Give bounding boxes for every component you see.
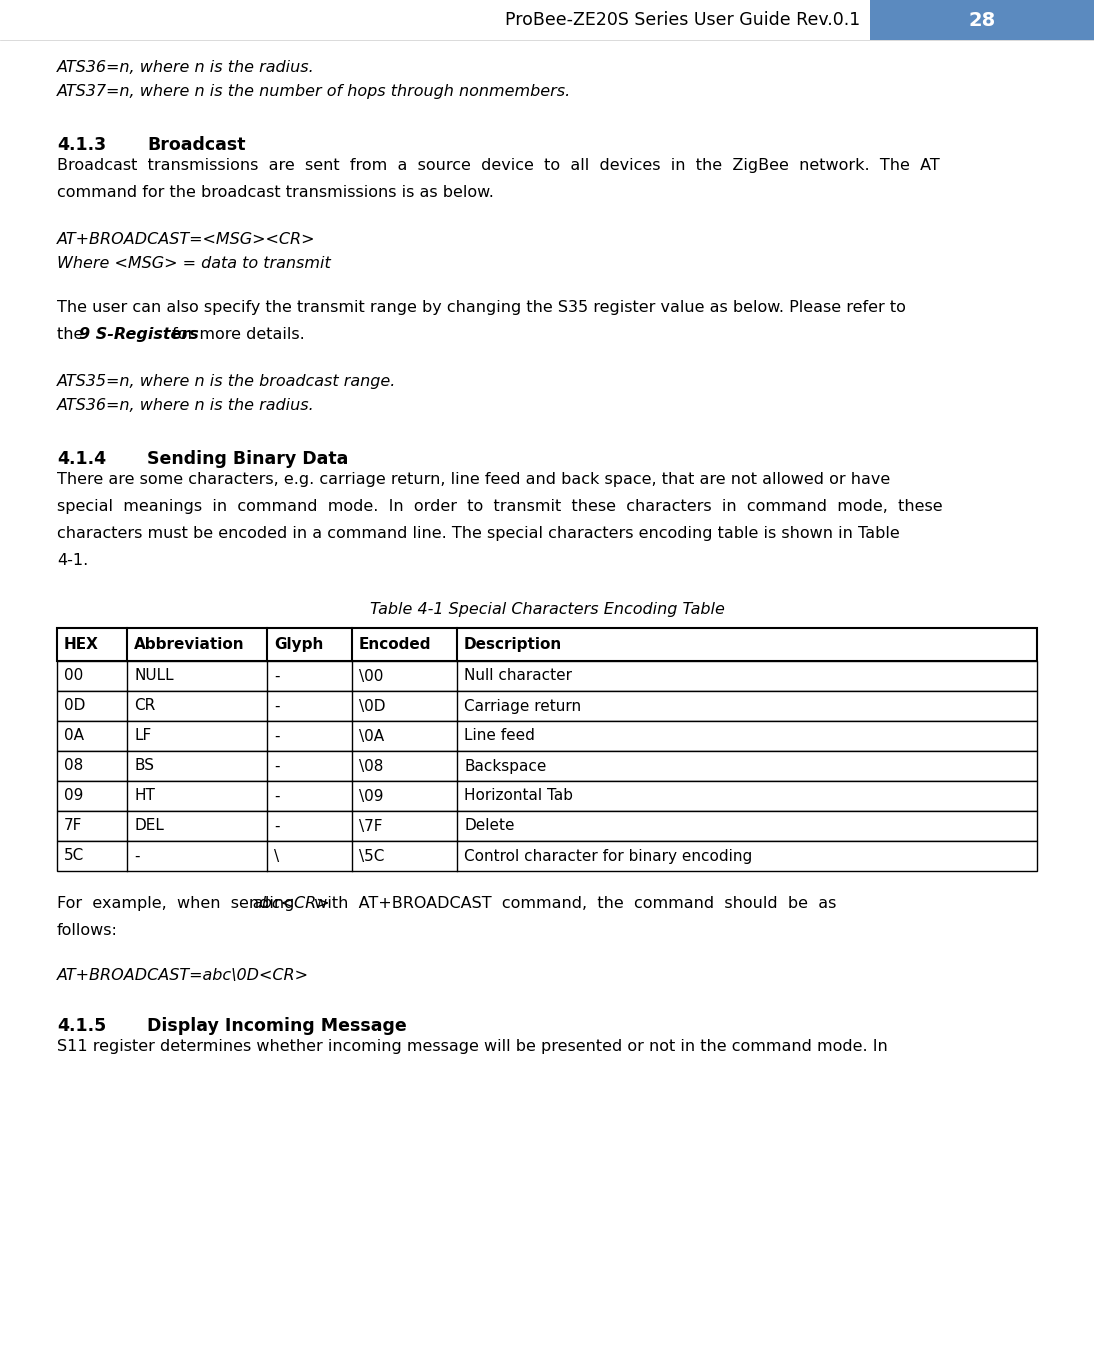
Text: Backspace: Backspace xyxy=(464,758,546,773)
Text: \09: \09 xyxy=(359,788,384,803)
Bar xyxy=(57,628,1037,661)
Text: 00: 00 xyxy=(65,669,83,684)
Text: Broadcast  transmissions  are  sent  from  a  source  device  to  all  devices  : Broadcast transmissions are sent from a … xyxy=(57,158,940,173)
Text: HT: HT xyxy=(133,788,155,803)
Text: HEX: HEX xyxy=(65,636,98,653)
Text: Description: Description xyxy=(464,636,562,653)
Text: ATS36=n, where n is the radius.: ATS36=n, where n is the radius. xyxy=(57,398,315,413)
Bar xyxy=(57,720,1037,751)
Text: ATS37=n, where n is the number of hops through nonmembers.: ATS37=n, where n is the number of hops t… xyxy=(57,84,571,99)
Text: \0D: \0D xyxy=(359,699,385,714)
Text: DEL: DEL xyxy=(133,819,164,834)
Text: -: - xyxy=(274,669,279,684)
Text: Abbreviation: Abbreviation xyxy=(133,636,245,653)
Text: 4.1.4: 4.1.4 xyxy=(57,450,106,468)
Text: follows:: follows: xyxy=(57,923,118,938)
Text: abc<CR>: abc<CR> xyxy=(252,896,329,911)
Bar xyxy=(0,0,870,41)
Text: AT+BROADCAST=abc\0D<CR>: AT+BROADCAST=abc\0D<CR> xyxy=(57,968,309,983)
Text: 09: 09 xyxy=(65,788,83,803)
Text: command for the broadcast transmissions is as below.: command for the broadcast transmissions … xyxy=(57,185,493,200)
Bar xyxy=(57,841,1037,871)
Bar xyxy=(57,751,1037,781)
Text: the: the xyxy=(57,328,89,343)
Text: Null character: Null character xyxy=(464,669,572,684)
Text: AT+BROADCAST=<MSG><CR>: AT+BROADCAST=<MSG><CR> xyxy=(57,232,315,246)
Text: CR: CR xyxy=(133,699,155,714)
Text: Sending Binary Data: Sending Binary Data xyxy=(147,450,348,468)
Text: -: - xyxy=(274,728,279,743)
Bar xyxy=(57,691,1037,720)
Text: \0A: \0A xyxy=(359,728,384,743)
Text: 4.1.3: 4.1.3 xyxy=(57,135,106,154)
Text: -: - xyxy=(274,758,279,773)
Text: 28: 28 xyxy=(968,11,996,30)
Text: for more details.: for more details. xyxy=(167,328,305,343)
Text: 7F: 7F xyxy=(65,819,82,834)
Bar xyxy=(57,781,1037,811)
Bar xyxy=(57,661,1037,691)
Bar xyxy=(870,0,1094,41)
Text: ProBee-ZE20S Series User Guide Rev.0.1: ProBee-ZE20S Series User Guide Rev.0.1 xyxy=(504,11,860,28)
Text: Control character for binary encoding: Control character for binary encoding xyxy=(464,849,753,864)
Text: Where <MSG> = data to transmit: Where <MSG> = data to transmit xyxy=(57,256,330,271)
Text: 0A: 0A xyxy=(65,728,84,743)
Bar xyxy=(57,811,1037,841)
Text: -: - xyxy=(274,699,279,714)
Text: ATS35=n, where n is the broadcast range.: ATS35=n, where n is the broadcast range. xyxy=(57,374,396,389)
Text: special  meanings  in  command  mode.  In  order  to  transmit  these  character: special meanings in command mode. In ord… xyxy=(57,500,943,515)
Text: 0D: 0D xyxy=(65,699,85,714)
Text: with  AT+BROADCAST  command,  the  command  should  be  as: with AT+BROADCAST command, the command s… xyxy=(304,896,837,911)
Text: 9 S-Registers: 9 S-Registers xyxy=(79,328,199,343)
Text: -: - xyxy=(133,849,140,864)
Text: LF: LF xyxy=(133,728,151,743)
Text: -: - xyxy=(274,788,279,803)
Text: characters must be encoded in a command line. The special characters encoding ta: characters must be encoded in a command … xyxy=(57,525,899,542)
Text: Table 4-1 Special Characters Encoding Table: Table 4-1 Special Characters Encoding Ta… xyxy=(370,603,724,617)
Text: \: \ xyxy=(274,849,279,864)
Text: Line feed: Line feed xyxy=(464,728,535,743)
Text: 08: 08 xyxy=(65,758,83,773)
Text: 5C: 5C xyxy=(65,849,84,864)
Text: The user can also specify the transmit range by changing the S35 register value : The user can also specify the transmit r… xyxy=(57,301,906,315)
Text: 4-1.: 4-1. xyxy=(57,552,89,567)
Text: \5C: \5C xyxy=(359,849,384,864)
Text: -: - xyxy=(274,819,279,834)
Text: Glyph: Glyph xyxy=(274,636,324,653)
Text: \08: \08 xyxy=(359,758,383,773)
Text: Broadcast: Broadcast xyxy=(147,135,245,154)
Text: Horizontal Tab: Horizontal Tab xyxy=(464,788,573,803)
Text: ATS36=n, where n is the radius.: ATS36=n, where n is the radius. xyxy=(57,60,315,74)
Text: BS: BS xyxy=(133,758,154,773)
Text: \00: \00 xyxy=(359,669,383,684)
Text: For  example,  when  sending: For example, when sending xyxy=(57,896,304,911)
Text: NULL: NULL xyxy=(133,669,174,684)
Text: 4.1.5: 4.1.5 xyxy=(57,1017,106,1034)
Text: Display Incoming Message: Display Incoming Message xyxy=(147,1017,407,1034)
Text: S11 register determines whether incoming message will be presented or not in the: S11 register determines whether incoming… xyxy=(57,1039,887,1053)
Text: Carriage return: Carriage return xyxy=(464,699,581,714)
Text: Encoded: Encoded xyxy=(359,636,431,653)
Text: There are some characters, e.g. carriage return, line feed and back space, that : There are some characters, e.g. carriage… xyxy=(57,473,891,487)
Text: Delete: Delete xyxy=(464,819,514,834)
Text: \7F: \7F xyxy=(359,819,383,834)
